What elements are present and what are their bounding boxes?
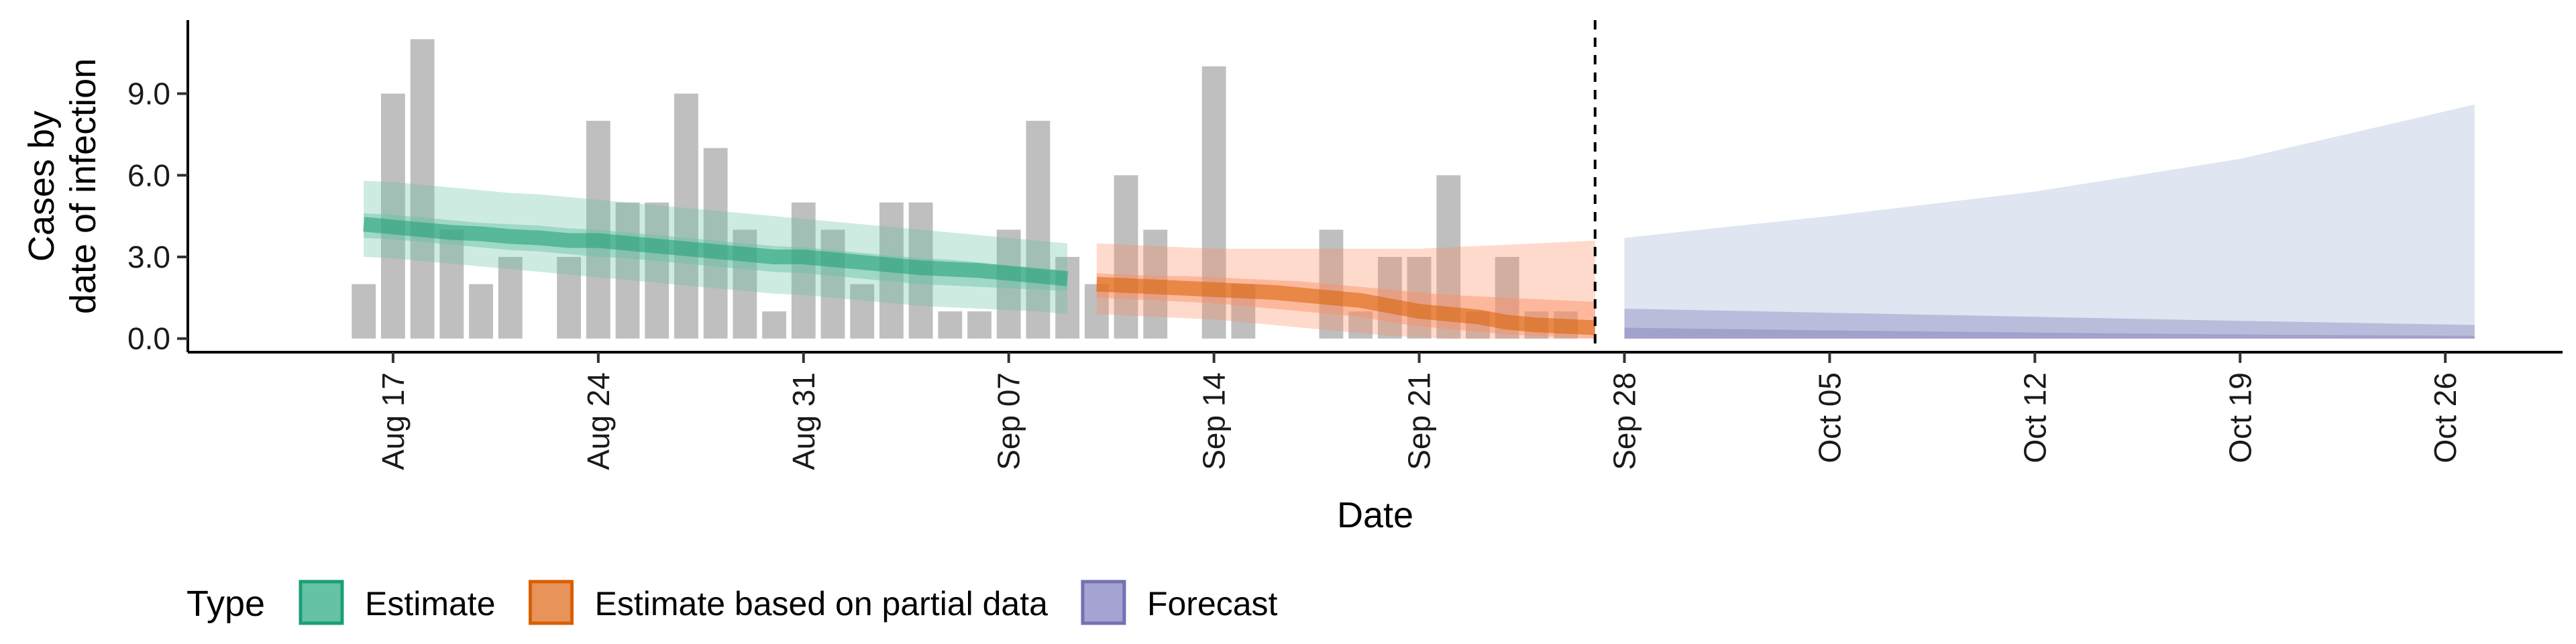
case-bar (615, 202, 640, 339)
case-bar (1084, 284, 1109, 339)
case-bar (1114, 175, 1138, 339)
x-tick-label: Sep 28 (1607, 372, 1642, 470)
x-tick-label: Sep 21 (1402, 372, 1437, 470)
y-axis-title-line-2: date of infection (63, 58, 103, 314)
legend-label: Estimate based on partial data (595, 585, 1049, 623)
x-tick-label: Sep 07 (991, 372, 1026, 470)
forecast-90-band (1624, 104, 2475, 339)
y-tick-label: 3.0 (127, 239, 170, 274)
legend-swatch (299, 580, 344, 625)
case-bar (938, 311, 963, 339)
case-bar (674, 93, 698, 339)
legend-swatch (529, 580, 574, 625)
x-tick-label: Aug 17 (376, 372, 411, 470)
x-tick-label: Oct 19 (2222, 372, 2257, 464)
y-axis-title-line-1: Cases by (21, 111, 62, 262)
x-tick-label: Oct 12 (2017, 372, 2052, 464)
case-bar (1407, 256, 1432, 339)
case-bar (1348, 311, 1373, 339)
case-bar (703, 148, 728, 339)
legend-swatch (1081, 580, 1126, 625)
case-bar (820, 229, 845, 339)
case-bar (586, 121, 610, 339)
x-axis-title: Date (1337, 495, 1413, 535)
case-bar (791, 202, 816, 339)
median-line (363, 217, 1069, 286)
case-bar (1055, 256, 1080, 339)
case-bar (498, 256, 523, 339)
x-tick-label: Aug 24 (581, 372, 616, 470)
case-bar (469, 284, 493, 339)
case-bar (645, 202, 669, 339)
case-bar (381, 93, 405, 339)
plot-area (352, 20, 2475, 352)
axes: 0.0 3.0 6.0 9.0 Aug 17 Aug 24 Aug 31 Sep 07 Sep … (127, 20, 2563, 470)
x-tick-label: Oct 26 (2428, 372, 2463, 464)
forecast-50-band (1624, 309, 2475, 339)
legend-title: Type (186, 584, 265, 624)
case-bar (762, 311, 786, 339)
case-bar (850, 284, 875, 339)
case-bar (557, 256, 582, 339)
case-bar (439, 229, 464, 339)
y-tick-label: 0.0 (127, 321, 170, 356)
x-tick-label: Sep 14 (1197, 372, 1232, 470)
case-bar (967, 311, 991, 339)
x-tick-label: Oct 05 (1812, 372, 1847, 464)
case-bar (352, 284, 376, 339)
y-tick-label: 6.0 (127, 158, 170, 193)
case-bar (410, 39, 435, 339)
y-tick-label: 9.0 (127, 76, 170, 111)
median-line (1096, 276, 1596, 335)
case-bar (996, 229, 1021, 339)
case-bar (1026, 121, 1051, 339)
legend: Type Estimate Estimate based on partial d… (186, 580, 1278, 625)
case-bar (1319, 229, 1344, 339)
legend-label: Estimate (365, 585, 496, 623)
legend-label: Forecast (1147, 585, 1278, 623)
x-tick-label: Aug 31 (786, 372, 821, 470)
forecast-20-band (1624, 327, 2475, 339)
